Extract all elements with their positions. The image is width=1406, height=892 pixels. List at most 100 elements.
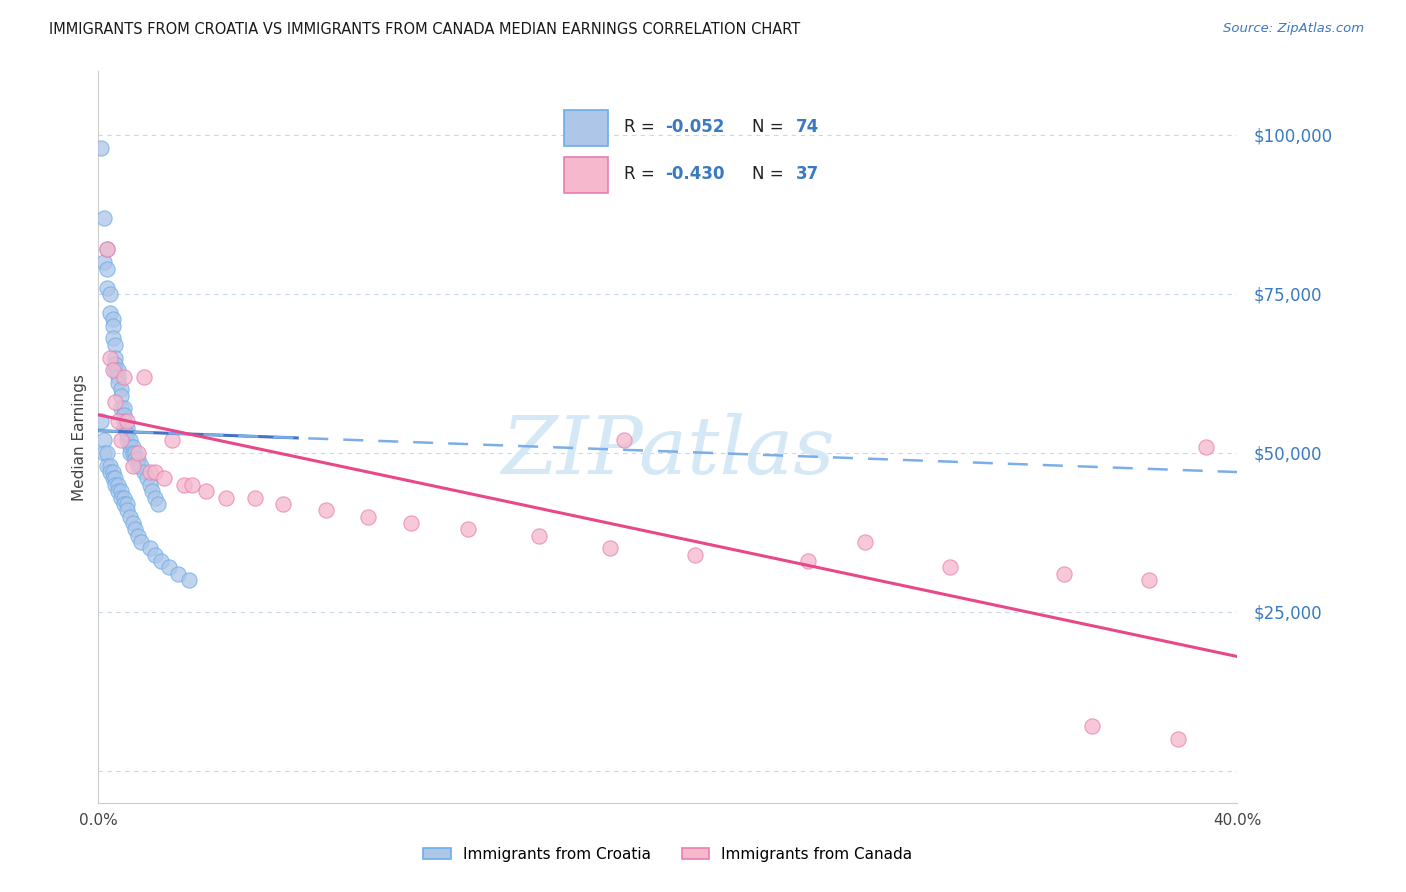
Point — [98, 287, 121, 301]
Point — [110, 491, 132, 505]
Point — [107, 376, 129, 390]
Point — [195, 484, 218, 499]
Point — [101, 318, 124, 333]
Point — [1137, 573, 1160, 587]
Point — [138, 465, 160, 479]
Point — [118, 509, 141, 524]
Point — [104, 363, 127, 377]
Point — [1081, 719, 1104, 733]
Point — [179, 573, 201, 587]
Point — [127, 452, 149, 467]
Point — [121, 458, 143, 473]
Point — [129, 458, 152, 473]
Point — [115, 503, 138, 517]
Point — [149, 554, 172, 568]
Legend: Immigrants from Croatia, Immigrants from Canada: Immigrants from Croatia, Immigrants from… — [418, 841, 918, 868]
Point — [215, 491, 238, 505]
Point — [96, 446, 118, 460]
Point — [96, 458, 118, 473]
Point — [271, 497, 294, 511]
Point — [146, 497, 169, 511]
Point — [135, 471, 157, 485]
Point — [124, 522, 146, 536]
Point — [167, 566, 190, 581]
Point — [104, 395, 127, 409]
Text: ZIPatlas: ZIPatlas — [501, 413, 835, 491]
Point — [104, 338, 127, 352]
Text: Source: ZipAtlas.com: Source: ZipAtlas.com — [1223, 22, 1364, 36]
Point — [107, 369, 129, 384]
Point — [124, 452, 146, 467]
Point — [90, 141, 112, 155]
Point — [121, 446, 143, 460]
Point — [104, 477, 127, 491]
Point — [107, 484, 129, 499]
Point — [101, 331, 124, 345]
Point — [132, 369, 155, 384]
Point — [93, 255, 115, 269]
Point — [162, 434, 184, 448]
Point — [1167, 732, 1189, 747]
Point — [121, 440, 143, 454]
Point — [115, 414, 138, 428]
Point — [457, 522, 479, 536]
Point — [121, 516, 143, 530]
Point — [112, 497, 135, 511]
Point — [613, 434, 636, 448]
Point — [93, 446, 115, 460]
Point — [118, 434, 141, 448]
Point — [107, 363, 129, 377]
Point — [1053, 566, 1076, 581]
Y-axis label: Median Earnings: Median Earnings — [72, 374, 87, 500]
Point — [115, 420, 138, 434]
Point — [96, 280, 118, 294]
Point — [96, 261, 118, 276]
Point — [98, 465, 121, 479]
Point — [853, 535, 876, 549]
Point — [112, 401, 135, 416]
Point — [115, 497, 138, 511]
Point — [104, 357, 127, 371]
Point — [115, 434, 138, 448]
Point — [112, 491, 135, 505]
Point — [143, 491, 166, 505]
Point — [101, 465, 124, 479]
Point — [110, 383, 132, 397]
Point — [112, 420, 135, 434]
Point — [110, 434, 132, 448]
Point — [98, 458, 121, 473]
Point — [143, 548, 166, 562]
Point — [315, 503, 337, 517]
Point — [107, 477, 129, 491]
Text: IMMIGRANTS FROM CROATIA VS IMMIGRANTS FROM CANADA MEDIAN EARNINGS CORRELATION CH: IMMIGRANTS FROM CROATIA VS IMMIGRANTS FR… — [49, 22, 800, 37]
Point — [797, 554, 820, 568]
Point — [101, 312, 124, 326]
Point — [96, 243, 118, 257]
Point — [939, 560, 962, 574]
Point — [683, 548, 706, 562]
Point — [98, 351, 121, 365]
Point — [115, 426, 138, 441]
Point — [110, 389, 132, 403]
Point — [599, 541, 621, 556]
Point — [399, 516, 422, 530]
Point — [127, 446, 149, 460]
Point — [93, 211, 115, 225]
Point — [110, 401, 132, 416]
Point — [527, 529, 550, 543]
Point — [157, 560, 180, 574]
Point — [129, 535, 152, 549]
Point — [101, 363, 124, 377]
Point — [138, 477, 160, 491]
Point — [181, 477, 204, 491]
Point — [141, 484, 163, 499]
Point — [118, 440, 141, 454]
Point — [357, 509, 380, 524]
Point — [127, 529, 149, 543]
Point — [152, 471, 174, 485]
Point — [138, 541, 160, 556]
Point — [127, 458, 149, 473]
Point — [93, 434, 115, 448]
Point — [132, 465, 155, 479]
Point — [118, 446, 141, 460]
